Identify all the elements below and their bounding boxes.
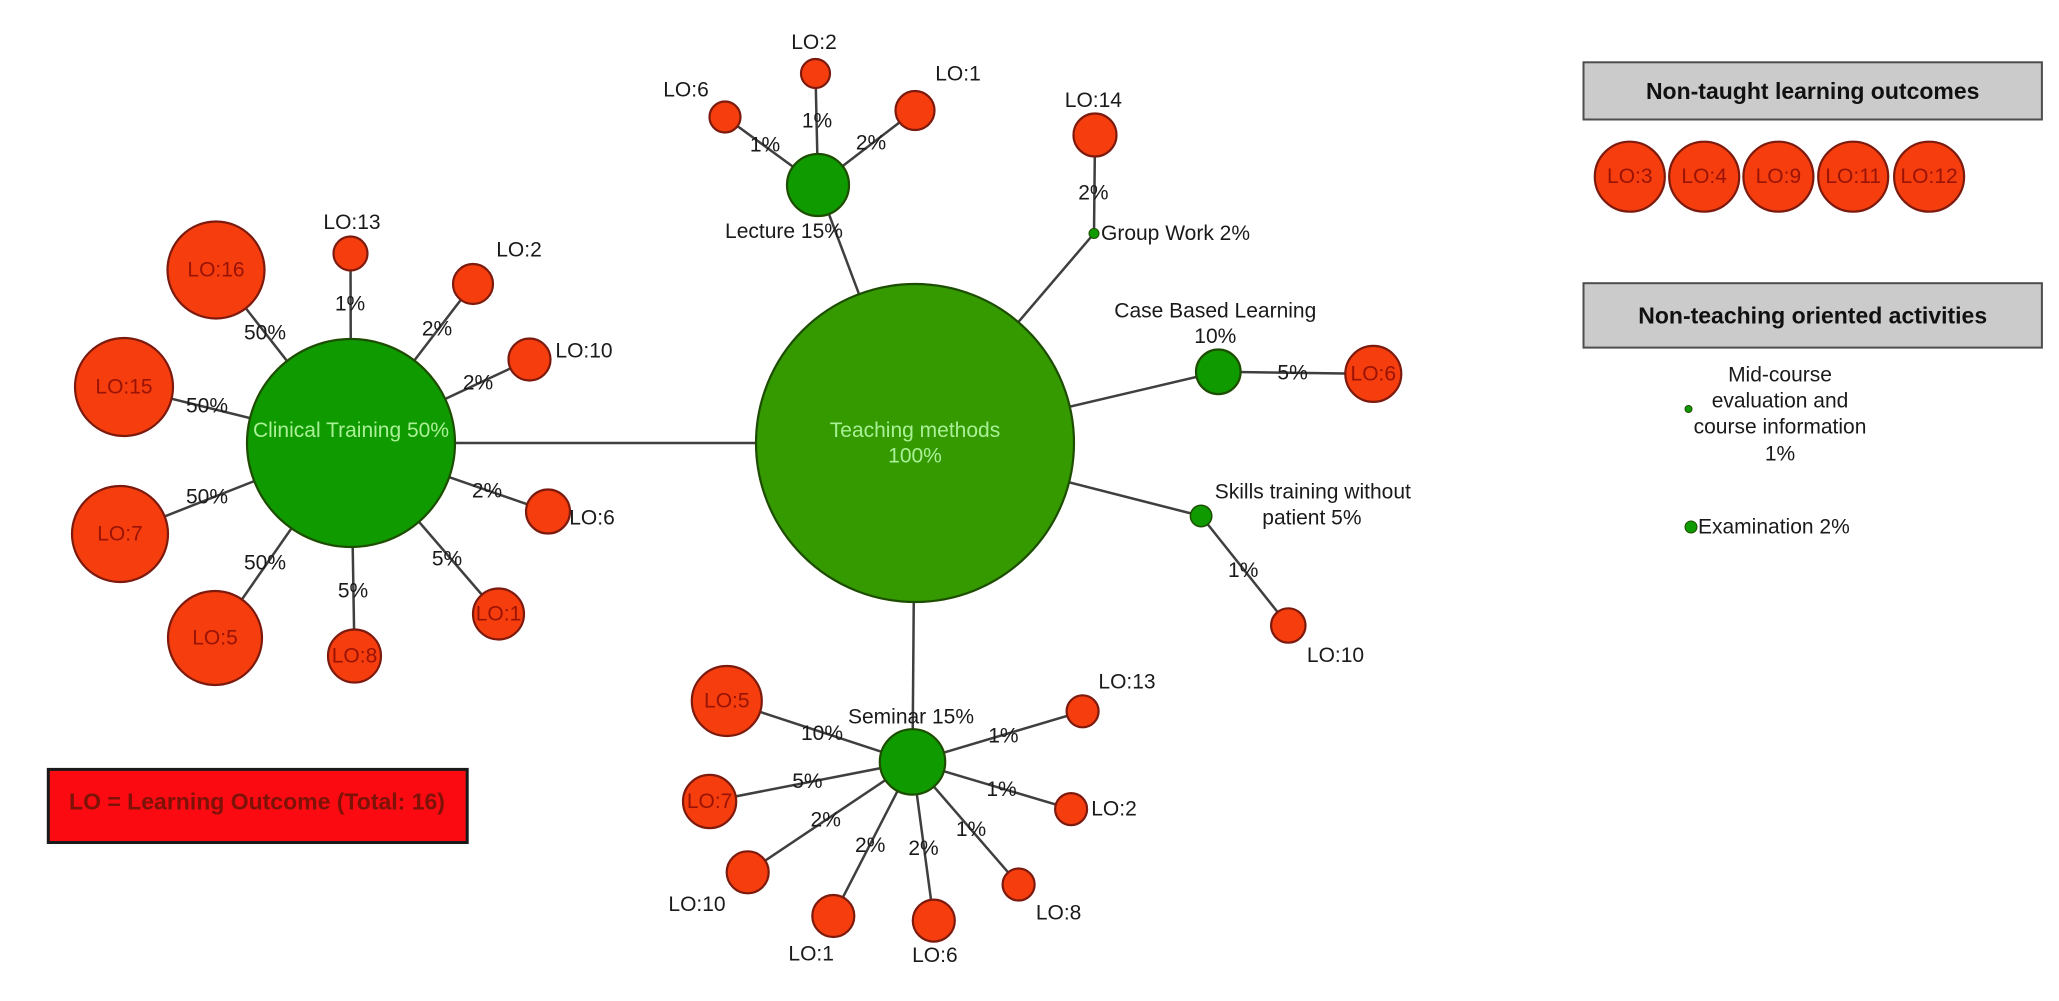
- svg-text:Group Work 2%: Group Work 2%: [1101, 222, 1250, 245]
- svg-text:1%: 1%: [1228, 559, 1258, 582]
- svg-text:LO:7: LO:7: [97, 523, 143, 546]
- svg-text:LO = Learning Outcome (Total:: LO = Learning Outcome (Total: 16): [69, 789, 445, 815]
- svg-text:1%: 1%: [986, 778, 1016, 801]
- svg-text:Teaching methods: Teaching methods: [830, 419, 1000, 442]
- svg-text:5%: 5%: [1277, 362, 1307, 385]
- svg-text:LO:10: LO:10: [1307, 644, 1364, 667]
- svg-text:2%: 2%: [856, 132, 886, 155]
- svg-text:10%: 10%: [801, 722, 843, 745]
- svg-text:LO:13: LO:13: [1098, 671, 1155, 694]
- svg-text:Clinical Training 50%: Clinical Training 50%: [253, 419, 449, 442]
- svg-text:2%: 2%: [855, 834, 885, 857]
- svg-text:LO:2: LO:2: [1091, 798, 1137, 821]
- svg-text:LO:14: LO:14: [1065, 89, 1123, 112]
- svg-text:1%: 1%: [802, 110, 832, 133]
- svg-text:1%: 1%: [750, 134, 780, 157]
- svg-text:Seminar 15%: Seminar 15%: [848, 706, 974, 729]
- svg-text:LO:4: LO:4: [1681, 165, 1727, 188]
- svg-text:1%: 1%: [988, 725, 1018, 748]
- svg-text:Lecture 15%: Lecture 15%: [725, 220, 843, 243]
- svg-text:course information: course information: [1694, 416, 1867, 439]
- svg-text:2%: 2%: [908, 837, 938, 860]
- svg-text:LO:10: LO:10: [668, 893, 725, 916]
- svg-text:Skills training without: Skills training without: [1215, 481, 1411, 504]
- svg-text:2%: 2%: [422, 318, 452, 341]
- svg-text:LO:5: LO:5: [192, 627, 238, 650]
- svg-text:50%: 50%: [244, 322, 286, 345]
- svg-text:LO:16: LO:16: [187, 259, 244, 282]
- svg-text:Non-taught learning outcomes: Non-taught learning outcomes: [1646, 78, 1980, 104]
- svg-text:LO:6: LO:6: [569, 507, 615, 530]
- svg-text:LO:5: LO:5: [704, 690, 750, 713]
- svg-text:2%: 2%: [1078, 182, 1108, 205]
- svg-text:5%: 5%: [432, 548, 462, 571]
- svg-text:Non-teaching oriented activiti: Non-teaching oriented activities: [1638, 302, 1987, 328]
- svg-text:patient 5%: patient 5%: [1262, 506, 1361, 529]
- svg-text:1%: 1%: [1765, 443, 1795, 466]
- svg-text:LO:1: LO:1: [476, 603, 522, 626]
- svg-text:Examination 2%: Examination 2%: [1698, 516, 1850, 539]
- svg-text:LO:11: LO:11: [1825, 165, 1881, 188]
- svg-text:LO:6: LO:6: [1351, 362, 1397, 385]
- svg-text:100%: 100%: [888, 445, 942, 468]
- svg-text:LO:9: LO:9: [1756, 165, 1802, 188]
- svg-text:evaluation and: evaluation and: [1712, 390, 1849, 413]
- svg-text:LO:10: LO:10: [555, 340, 612, 363]
- svg-text:LO:1: LO:1: [788, 943, 834, 966]
- svg-text:LO:12: LO:12: [1900, 165, 1957, 188]
- svg-text:Mid-course: Mid-course: [1728, 364, 1832, 387]
- svg-text:10%: 10%: [1194, 325, 1236, 348]
- svg-text:LO:1: LO:1: [935, 63, 981, 86]
- svg-text:Case Based Learning: Case Based Learning: [1114, 299, 1316, 322]
- svg-text:2%: 2%: [472, 480, 502, 503]
- svg-text:LO:6: LO:6: [663, 79, 709, 102]
- svg-text:LO:13: LO:13: [323, 211, 380, 234]
- svg-text:LO:6: LO:6: [912, 944, 958, 967]
- svg-text:5%: 5%: [338, 580, 368, 603]
- svg-text:LO:3: LO:3: [1607, 165, 1653, 188]
- svg-text:LO:2: LO:2: [496, 239, 542, 262]
- svg-text:2%: 2%: [811, 808, 841, 831]
- svg-text:LO:15: LO:15: [95, 376, 152, 399]
- svg-text:50%: 50%: [244, 552, 286, 575]
- svg-text:50%: 50%: [186, 486, 228, 509]
- svg-text:2%: 2%: [463, 372, 493, 395]
- svg-text:LO:8: LO:8: [1036, 902, 1082, 925]
- svg-text:1%: 1%: [956, 818, 986, 841]
- svg-text:LO:7: LO:7: [687, 790, 733, 813]
- svg-text:LO:8: LO:8: [332, 645, 378, 668]
- svg-text:LO:2: LO:2: [791, 31, 837, 54]
- svg-text:5%: 5%: [792, 770, 822, 793]
- svg-text:50%: 50%: [186, 395, 228, 418]
- svg-text:1%: 1%: [335, 293, 365, 316]
